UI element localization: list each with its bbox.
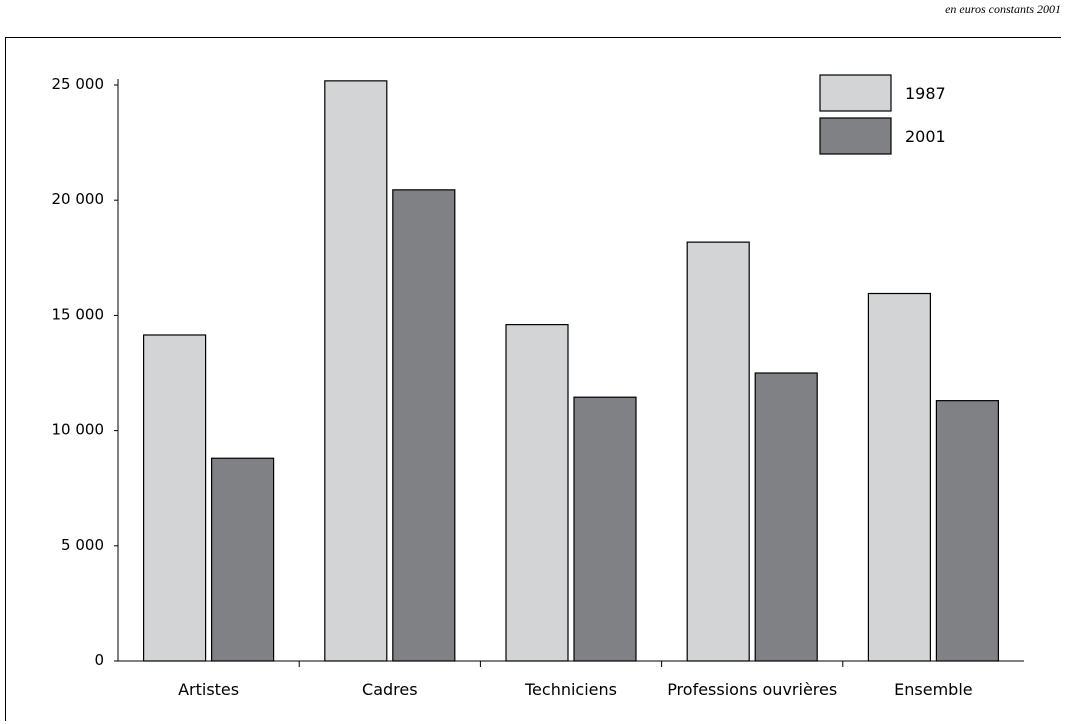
y-tick-label: 5 000 xyxy=(61,536,104,554)
y-tick-label: 20 000 xyxy=(52,190,105,208)
bar-2001-3 xyxy=(754,372,818,662)
legend-swatch-2001 xyxy=(819,117,892,155)
legend: 1987 2001 xyxy=(819,74,946,155)
bar-1987-4 xyxy=(867,292,932,662)
legend-label-2001: 2001 xyxy=(905,127,946,146)
x-category-label: Techniciens xyxy=(524,680,617,699)
x-category-label: Artistes xyxy=(178,680,239,699)
y-tick-label: 10 000 xyxy=(52,421,105,439)
legend-label-1987: 1987 xyxy=(905,84,946,103)
bar-1987-1 xyxy=(324,80,388,662)
bar-1987-0 xyxy=(143,334,207,662)
y-tick-label: 0 xyxy=(94,651,104,669)
unit-note: en euros constants 2001 xyxy=(945,2,1061,16)
axes: 0 5 000 10 000 15 000 20 000 25 000 Artistes Ca… xyxy=(52,75,1024,699)
legend-swatch-1987 xyxy=(819,74,892,112)
bars xyxy=(143,80,1000,662)
bar-1987-2 xyxy=(505,324,569,662)
y-tick-label: 25 000 xyxy=(52,75,105,93)
x-category-label: Ensemble xyxy=(894,680,972,699)
bar-2001-2 xyxy=(573,396,637,662)
y-tick-label: 15 000 xyxy=(52,305,105,323)
x-category-label: Cadres xyxy=(362,680,418,699)
bar-2001-4 xyxy=(935,400,1000,662)
bar-2001-0 xyxy=(211,457,275,662)
chart-frame xyxy=(5,37,1061,721)
bar-2001-1 xyxy=(392,189,456,662)
bar-1987-3 xyxy=(686,241,750,662)
x-category-label: Professions ouvrières xyxy=(667,680,837,699)
